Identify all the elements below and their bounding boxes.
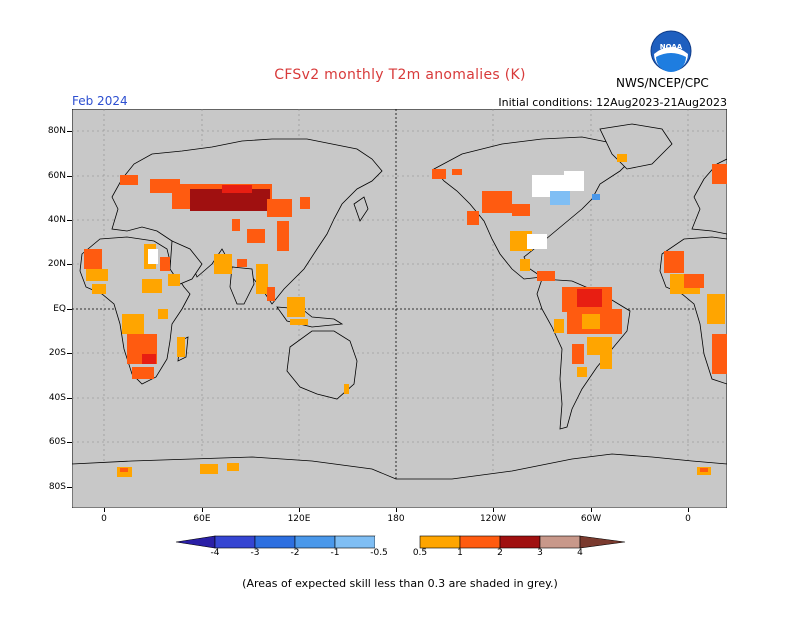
lon-tick: [396, 508, 397, 512]
lat-label-eq: EQ: [53, 304, 66, 314]
colorbar-label: 3: [537, 548, 543, 558]
colorbar-label: -2: [290, 548, 300, 558]
lat-tick: [67, 309, 72, 310]
anomaly-patches: [84, 154, 727, 477]
organization-label: NWS/NCEP/CPC: [616, 76, 709, 90]
colorbar-label: -3: [250, 548, 260, 558]
lon-tick: [299, 508, 300, 512]
colorbar-segment: [579, 535, 626, 549]
colorbar-segment: [294, 535, 336, 549]
lon-label-120e: 120E: [287, 514, 311, 524]
colorbar-label: 1: [457, 548, 463, 558]
lat-tick: [67, 264, 72, 265]
lon-label-180: 180: [387, 514, 405, 524]
lat-tick: [67, 442, 72, 443]
lon-label-0-east: 0: [685, 514, 691, 524]
lat-tick: [67, 176, 72, 177]
lat-label-20n: 20N: [47, 259, 66, 269]
lat-label-60n: 60N: [47, 171, 66, 181]
footnote: (Areas of expected skill less than 0.3 a…: [242, 577, 558, 590]
lat-label-80n: 80N: [47, 126, 66, 136]
noaa-logo: NOAA: [650, 30, 692, 72]
colorbar-segment: [419, 535, 461, 549]
lon-label-60e: 60E: [193, 514, 211, 524]
colorbar-label: 0.5: [412, 548, 428, 558]
lat-tick: [67, 487, 72, 488]
lon-tick: [688, 508, 689, 512]
colorbar: [170, 534, 630, 549]
japan-outline: [353, 196, 369, 222]
logo-text: NOAA: [660, 43, 683, 51]
colorbar-segment: [254, 535, 296, 549]
colorbar-segment: [175, 535, 216, 549]
lat-label-40n: 40N: [47, 215, 66, 225]
india-outline: [229, 266, 255, 305]
colorbar-segment: [334, 535, 376, 549]
lat-tick: [67, 353, 72, 354]
initial-conditions-label: Initial conditions: 12Aug2023-21Aug2023: [498, 96, 727, 109]
map-svg: [71, 108, 728, 509]
lon-tick: [493, 508, 494, 512]
lat-label-60s: 60S: [48, 437, 66, 447]
colorbar-svg: [175, 535, 626, 549]
lon-label-60w: 60W: [580, 514, 602, 524]
lat-label-40s: 40S: [48, 393, 66, 403]
colorbar-label: 2: [497, 548, 503, 558]
chart-title: CFSv2 monthly T2m anomalies (K): [274, 67, 526, 83]
colorbar-segment: [499, 535, 541, 549]
australia-outline: [286, 330, 358, 400]
lat-label-20s: 20S: [48, 348, 66, 358]
lat-tick: [67, 398, 72, 399]
lat-tick: [67, 220, 72, 221]
anomaly-map: [71, 108, 728, 509]
lon-label-120w: 120W: [479, 514, 507, 524]
colorbar-label: 4: [577, 548, 583, 558]
lon-tick: [591, 508, 592, 512]
lat-label-80s: 80S: [48, 482, 66, 492]
lat-tick: [67, 131, 72, 132]
lon-tick: [104, 508, 105, 512]
colorbar-label: -1: [330, 548, 340, 558]
colorbar-segment: [375, 536, 420, 548]
month-label: Feb 2024: [72, 94, 128, 108]
colorbar-label: -0.5: [370, 548, 388, 558]
lon-tick: [202, 508, 203, 512]
colorbar-segment: [459, 535, 501, 549]
colorbar-label: -4: [210, 548, 220, 558]
colorbar-segment: [539, 535, 581, 549]
lon-label-0: 0: [101, 514, 107, 524]
colorbar-segment: [214, 535, 256, 549]
africa-east-repeat: [659, 236, 728, 385]
